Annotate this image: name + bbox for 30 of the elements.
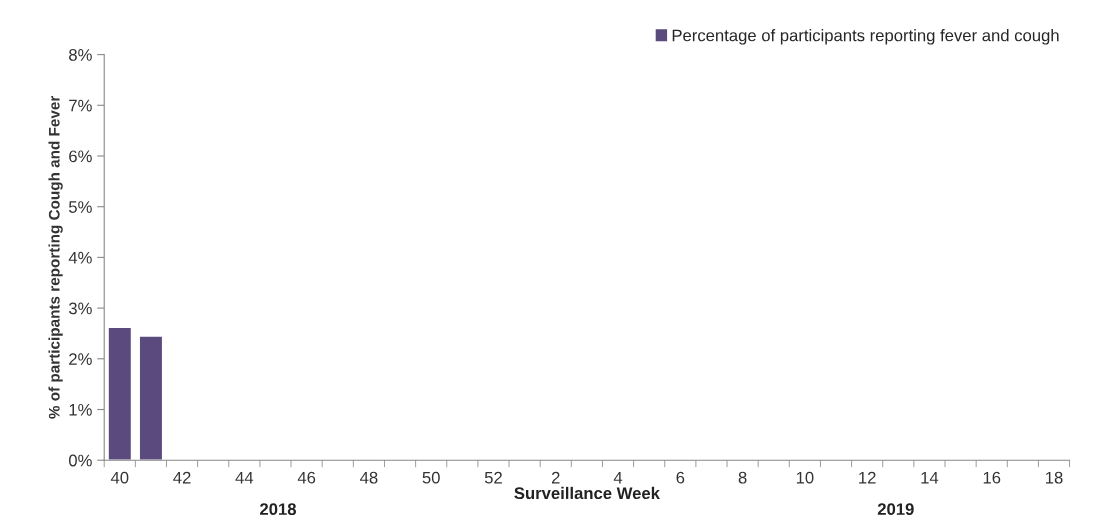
y-tick-label: 0% [68,454,92,467]
x-tick-label: 8 [738,471,747,484]
x-tick-label: 48 [360,471,378,484]
x-axis-title: Surveillance Week [514,486,660,500]
y-tick-label: 8% [69,49,92,61]
y-tick-label: 5% [68,201,92,213]
x-tick-label: 46 [297,471,316,484]
y-axis-title: % of participants reporting Cough and Fever [48,95,63,419]
x-tick-label: 40 [110,471,129,484]
x-tick-label: 44 [235,471,254,484]
y-tick-label: 6% [69,150,92,163]
y-tick-label: 3% [68,302,92,315]
x-tick-label: 6 [676,471,685,484]
text: 2019 [877,503,914,516]
legend-label: Percentage of participants reporting fever and cough [672,29,1059,45]
y-tick-label: 4% [68,251,92,264]
x-tick-label: 14 [921,471,939,484]
y-tick-label: 1% [69,403,92,416]
x-tick-label: 2 [551,471,560,484]
y-tick-label: 7% [69,99,92,112]
x-tick-label: 16 [983,471,1001,484]
x-tick-label: 18 [1046,471,1063,484]
x-tick-label: 42 [173,471,191,484]
x-tick-label: 12 [859,471,876,484]
x-tick-label: 10 [796,471,814,484]
x-tick-label: 52 [484,471,502,484]
y-tick-label: 2% [69,353,92,365]
x-tick-label: 4 [613,471,623,484]
x-tick-label: 50 [422,471,440,484]
text: 2018 [260,503,297,516]
